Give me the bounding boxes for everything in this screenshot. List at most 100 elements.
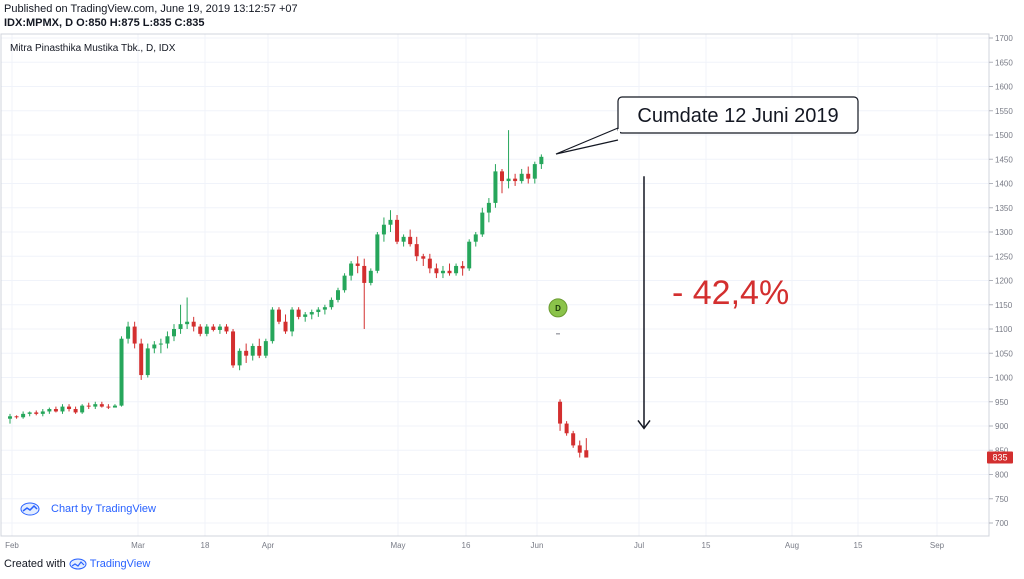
price-tick-label: 850 xyxy=(995,446,1009,455)
candle-body xyxy=(40,411,45,414)
candle xyxy=(237,348,242,371)
candle xyxy=(519,168,524,184)
candle xyxy=(276,307,281,325)
candle xyxy=(67,404,72,412)
candle xyxy=(500,168,504,194)
candle-body xyxy=(349,263,354,276)
candle-body xyxy=(250,345,255,356)
candle-body xyxy=(112,405,117,408)
candle-body xyxy=(532,164,537,179)
time-tick-label: Jun xyxy=(531,541,544,550)
time-tick-label: 18 xyxy=(201,541,210,550)
price-tick-label: 1550 xyxy=(995,107,1013,116)
drop-arrow[interactable] xyxy=(637,176,651,430)
candle-body xyxy=(34,412,39,414)
candle-body xyxy=(526,173,531,179)
candle xyxy=(198,324,203,337)
candle-body xyxy=(290,309,295,332)
candle-body xyxy=(493,171,498,203)
price-tick-label: 1300 xyxy=(995,228,1013,237)
candle-body xyxy=(80,405,85,413)
candle xyxy=(447,263,452,276)
time-tick-label: 16 xyxy=(462,541,471,550)
candle xyxy=(539,154,544,169)
candle-body xyxy=(224,326,229,332)
candle-body xyxy=(375,234,380,271)
candle xyxy=(158,338,163,354)
candle-body xyxy=(447,270,452,274)
candle-body xyxy=(336,290,340,300)
time-tick-label: Apr xyxy=(262,541,275,550)
callout-text: Cumdate 12 Juni 2019 xyxy=(637,105,838,127)
candle-body xyxy=(440,270,445,274)
candle xyxy=(577,440,582,458)
candle xyxy=(454,263,459,276)
last-price-value: 835 xyxy=(992,453,1007,463)
candle-body xyxy=(296,309,301,317)
candle xyxy=(60,404,65,414)
candle xyxy=(132,321,137,349)
candle-body xyxy=(539,156,544,165)
price-tick-label: 1150 xyxy=(995,301,1013,310)
candle-body xyxy=(53,409,58,412)
candle xyxy=(270,307,275,344)
candle-body xyxy=(342,275,347,291)
price-tick-label: 1100 xyxy=(995,325,1013,334)
candle-body xyxy=(480,212,485,235)
candle-body xyxy=(172,329,176,337)
candle xyxy=(93,401,98,410)
price-tick-label: 1450 xyxy=(995,155,1013,164)
candle-body xyxy=(8,416,12,419)
candle xyxy=(217,324,222,334)
candle xyxy=(53,406,58,413)
watermark[interactable]: Chart by TradingView xyxy=(20,502,156,516)
time-tick-label: Mar xyxy=(131,541,145,550)
candle-body xyxy=(571,433,576,446)
candle-body xyxy=(577,445,582,453)
candle-body xyxy=(506,178,511,182)
candle-body xyxy=(21,413,26,418)
candle xyxy=(224,324,229,334)
last-price-bg xyxy=(987,451,1013,464)
cumdate-callout[interactable]: Cumdate 12 Juni 2019 xyxy=(555,96,859,155)
annotations: D Cumdate 12 Juni 2019 - 42,4% xyxy=(548,96,859,430)
price-tick-label: 800 xyxy=(995,471,1009,480)
candle xyxy=(73,406,78,414)
callout-pointer xyxy=(555,127,619,155)
dividend-marker[interactable]: D xyxy=(548,298,568,335)
candle xyxy=(8,413,12,424)
candle xyxy=(434,263,439,279)
candle-body xyxy=(14,416,19,418)
candle-body xyxy=(454,265,459,274)
price-tick-label: 1650 xyxy=(995,58,1013,67)
candle xyxy=(388,210,393,232)
candle-body xyxy=(467,241,472,269)
candle-body xyxy=(198,326,203,334)
candle-body xyxy=(67,406,72,410)
candle xyxy=(47,407,52,414)
candle-body xyxy=(270,309,275,342)
candle-body xyxy=(158,343,163,345)
candle-body xyxy=(244,350,249,356)
candle-body xyxy=(329,299,334,308)
candle xyxy=(112,404,117,408)
candle-body xyxy=(427,258,432,269)
candle-body xyxy=(303,314,308,317)
candle xyxy=(126,321,131,344)
candle xyxy=(395,215,400,245)
price-axis[interactable]: 700 750 800 850 900 950 1000 1050 1100 1150 1200 12… xyxy=(987,34,1013,528)
footer-brand[interactable]: TradingView xyxy=(89,558,151,570)
candle xyxy=(460,261,465,276)
candle-body xyxy=(388,219,393,225)
price-tick-label: 1050 xyxy=(995,349,1013,358)
time-tick-label: Sep xyxy=(930,541,945,550)
candle-body xyxy=(283,321,288,332)
candle-body xyxy=(119,338,124,406)
time-axis[interactable]: Feb Mar 18 Apr May 16 Jun Jul 15 Aug 15 Sep xyxy=(5,541,945,550)
candle-body xyxy=(47,409,52,412)
candle-body xyxy=(231,331,236,366)
candle xyxy=(204,324,209,337)
candle xyxy=(14,415,19,419)
candle xyxy=(375,232,380,274)
